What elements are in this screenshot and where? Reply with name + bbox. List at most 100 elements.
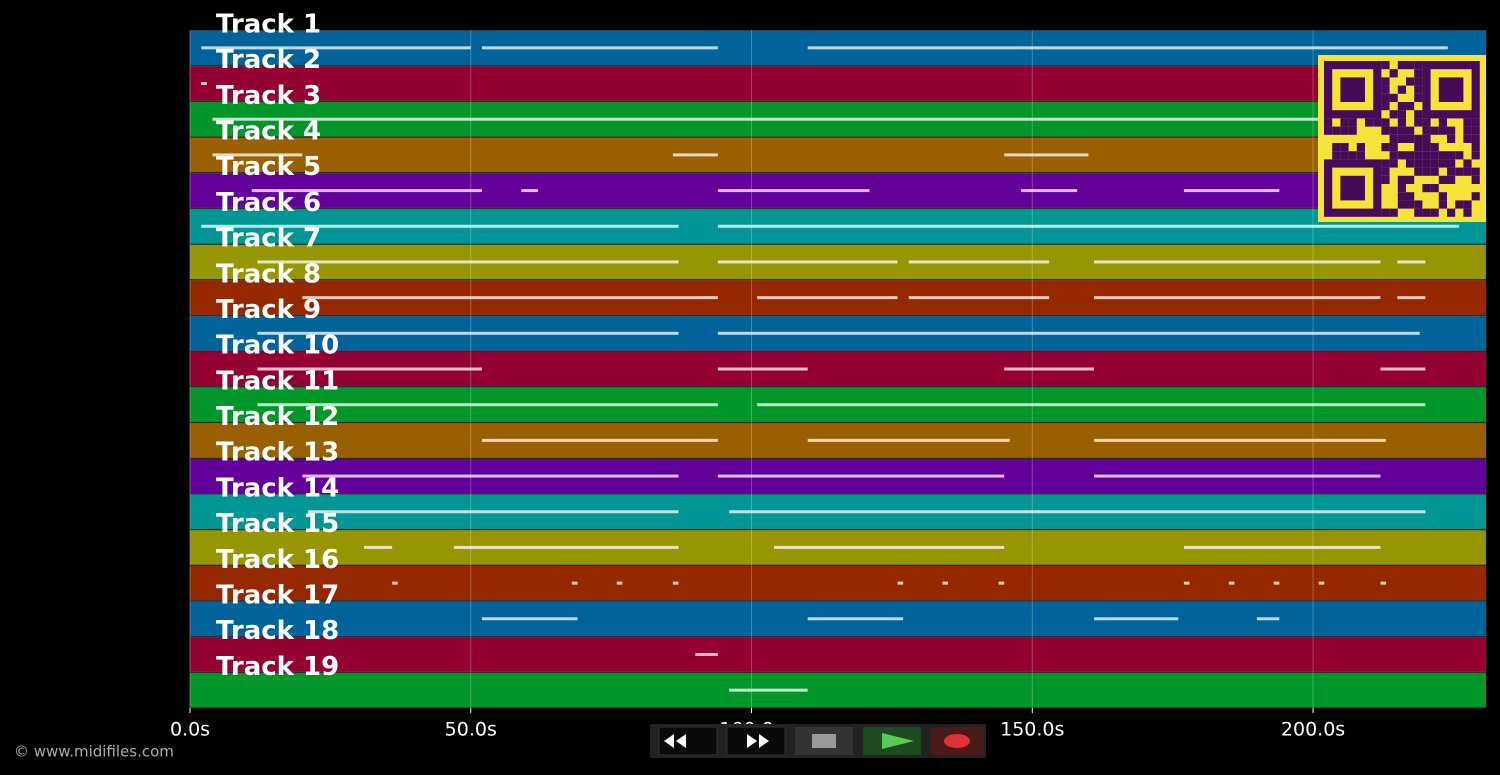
qr-cell bbox=[1381, 93, 1390, 102]
qr-cell bbox=[1455, 167, 1464, 176]
rewind-button[interactable] bbox=[658, 726, 718, 756]
qr-cell bbox=[1406, 77, 1415, 86]
note-span bbox=[1256, 617, 1280, 621]
note-span bbox=[717, 367, 808, 371]
qr-cell bbox=[1381, 175, 1390, 184]
note-span bbox=[364, 545, 393, 549]
track-label: Track 3 bbox=[216, 81, 321, 111]
note-span bbox=[521, 189, 539, 193]
note-span bbox=[717, 260, 898, 264]
qr-cell bbox=[1406, 61, 1415, 70]
qr-cell bbox=[1397, 200, 1406, 209]
note-span bbox=[453, 545, 679, 549]
track-label: Track 16 bbox=[216, 545, 339, 575]
stop-button[interactable] bbox=[795, 727, 853, 755]
qr-cell bbox=[1381, 167, 1390, 176]
note-span bbox=[481, 438, 718, 442]
note-span bbox=[1273, 581, 1280, 585]
qr-cell bbox=[1389, 143, 1398, 152]
qr-cell bbox=[1406, 151, 1415, 160]
note-span bbox=[998, 581, 1005, 585]
qr-cell bbox=[1422, 159, 1431, 168]
qr-cell bbox=[1438, 200, 1447, 209]
note-span bbox=[695, 652, 718, 656]
note-span bbox=[773, 545, 1005, 549]
qr-cell bbox=[1430, 143, 1439, 152]
track-label: Track 1 bbox=[216, 10, 321, 40]
qr-cell bbox=[1414, 118, 1423, 127]
note-span bbox=[1004, 367, 1095, 371]
qr-cell bbox=[1381, 77, 1390, 86]
qr-code bbox=[1318, 55, 1486, 222]
qr-cell bbox=[1397, 85, 1406, 94]
qr-cell bbox=[1414, 110, 1423, 119]
qr-finder bbox=[1438, 77, 1464, 102]
track-row bbox=[189, 636, 1487, 673]
qr-cell bbox=[1471, 167, 1480, 176]
qr-cell bbox=[1397, 134, 1406, 143]
forward-button[interactable] bbox=[726, 726, 786, 756]
track-label: Track 15 bbox=[216, 509, 339, 539]
note-span bbox=[392, 581, 398, 585]
qr-cell bbox=[1414, 61, 1423, 70]
x-tick-label: 50.0s bbox=[445, 719, 497, 741]
qr-cell bbox=[1389, 110, 1398, 119]
note-span bbox=[908, 260, 1050, 264]
qr-cell bbox=[1365, 118, 1374, 127]
note-span bbox=[757, 403, 1426, 407]
qr-cell bbox=[1340, 143, 1349, 152]
qr-cell bbox=[1340, 126, 1349, 135]
qr-cell bbox=[1348, 151, 1357, 160]
qr-cell bbox=[1463, 200, 1472, 209]
track-label: Track 14 bbox=[216, 473, 339, 503]
record-button[interactable] bbox=[931, 727, 984, 755]
qr-cell bbox=[1348, 126, 1357, 135]
qr-cell bbox=[1471, 126, 1480, 135]
x-tick-label: 150.0s bbox=[1000, 719, 1064, 741]
note-span bbox=[1318, 581, 1325, 585]
note-span bbox=[717, 474, 1005, 478]
track-label: Track 8 bbox=[216, 259, 321, 289]
track-row bbox=[189, 672, 1487, 708]
qr-cell bbox=[1397, 110, 1406, 119]
qr-cell bbox=[1397, 118, 1406, 127]
track-label: Track 10 bbox=[216, 331, 339, 361]
qr-cell bbox=[1422, 151, 1431, 160]
note-span bbox=[897, 581, 904, 585]
qr-cell bbox=[1438, 118, 1447, 127]
note-span bbox=[251, 189, 482, 193]
note-span bbox=[1380, 367, 1426, 371]
track-label: Track 19 bbox=[216, 652, 339, 682]
qr-cell bbox=[1422, 118, 1431, 127]
qr-cell bbox=[1463, 208, 1472, 217]
qr-cell bbox=[1324, 126, 1333, 135]
note-span bbox=[1228, 581, 1235, 585]
qr-cell bbox=[1414, 167, 1423, 176]
qr-cell bbox=[1438, 126, 1447, 135]
qr-cell bbox=[1397, 175, 1406, 184]
note-span bbox=[729, 510, 1426, 514]
qr-cell bbox=[1356, 151, 1365, 160]
note-span bbox=[616, 581, 623, 585]
note-span bbox=[717, 189, 870, 193]
note-span bbox=[717, 331, 1420, 335]
note-span bbox=[577, 260, 679, 264]
qr-cell bbox=[1447, 167, 1456, 176]
play-button[interactable] bbox=[863, 727, 921, 755]
qr-cell bbox=[1447, 151, 1456, 160]
qr-cell bbox=[1430, 151, 1439, 160]
qr-cell bbox=[1381, 208, 1390, 217]
note-span bbox=[257, 367, 482, 371]
note-span bbox=[212, 153, 303, 157]
note-span bbox=[257, 331, 679, 335]
track-row bbox=[189, 137, 1487, 173]
note-span bbox=[1004, 153, 1089, 157]
qr-cell bbox=[1406, 102, 1415, 111]
qr-cell bbox=[1471, 118, 1480, 127]
qr-cell bbox=[1463, 167, 1472, 176]
qr-cell bbox=[1340, 118, 1349, 127]
qr-cell bbox=[1422, 134, 1431, 143]
qr-cell bbox=[1447, 126, 1456, 135]
qr-cell bbox=[1381, 159, 1390, 168]
track-label: Track 11 bbox=[216, 366, 339, 396]
